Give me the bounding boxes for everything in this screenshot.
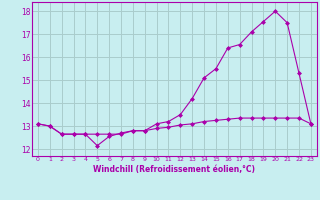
X-axis label: Windchill (Refroidissement éolien,°C): Windchill (Refroidissement éolien,°C) xyxy=(93,165,255,174)
